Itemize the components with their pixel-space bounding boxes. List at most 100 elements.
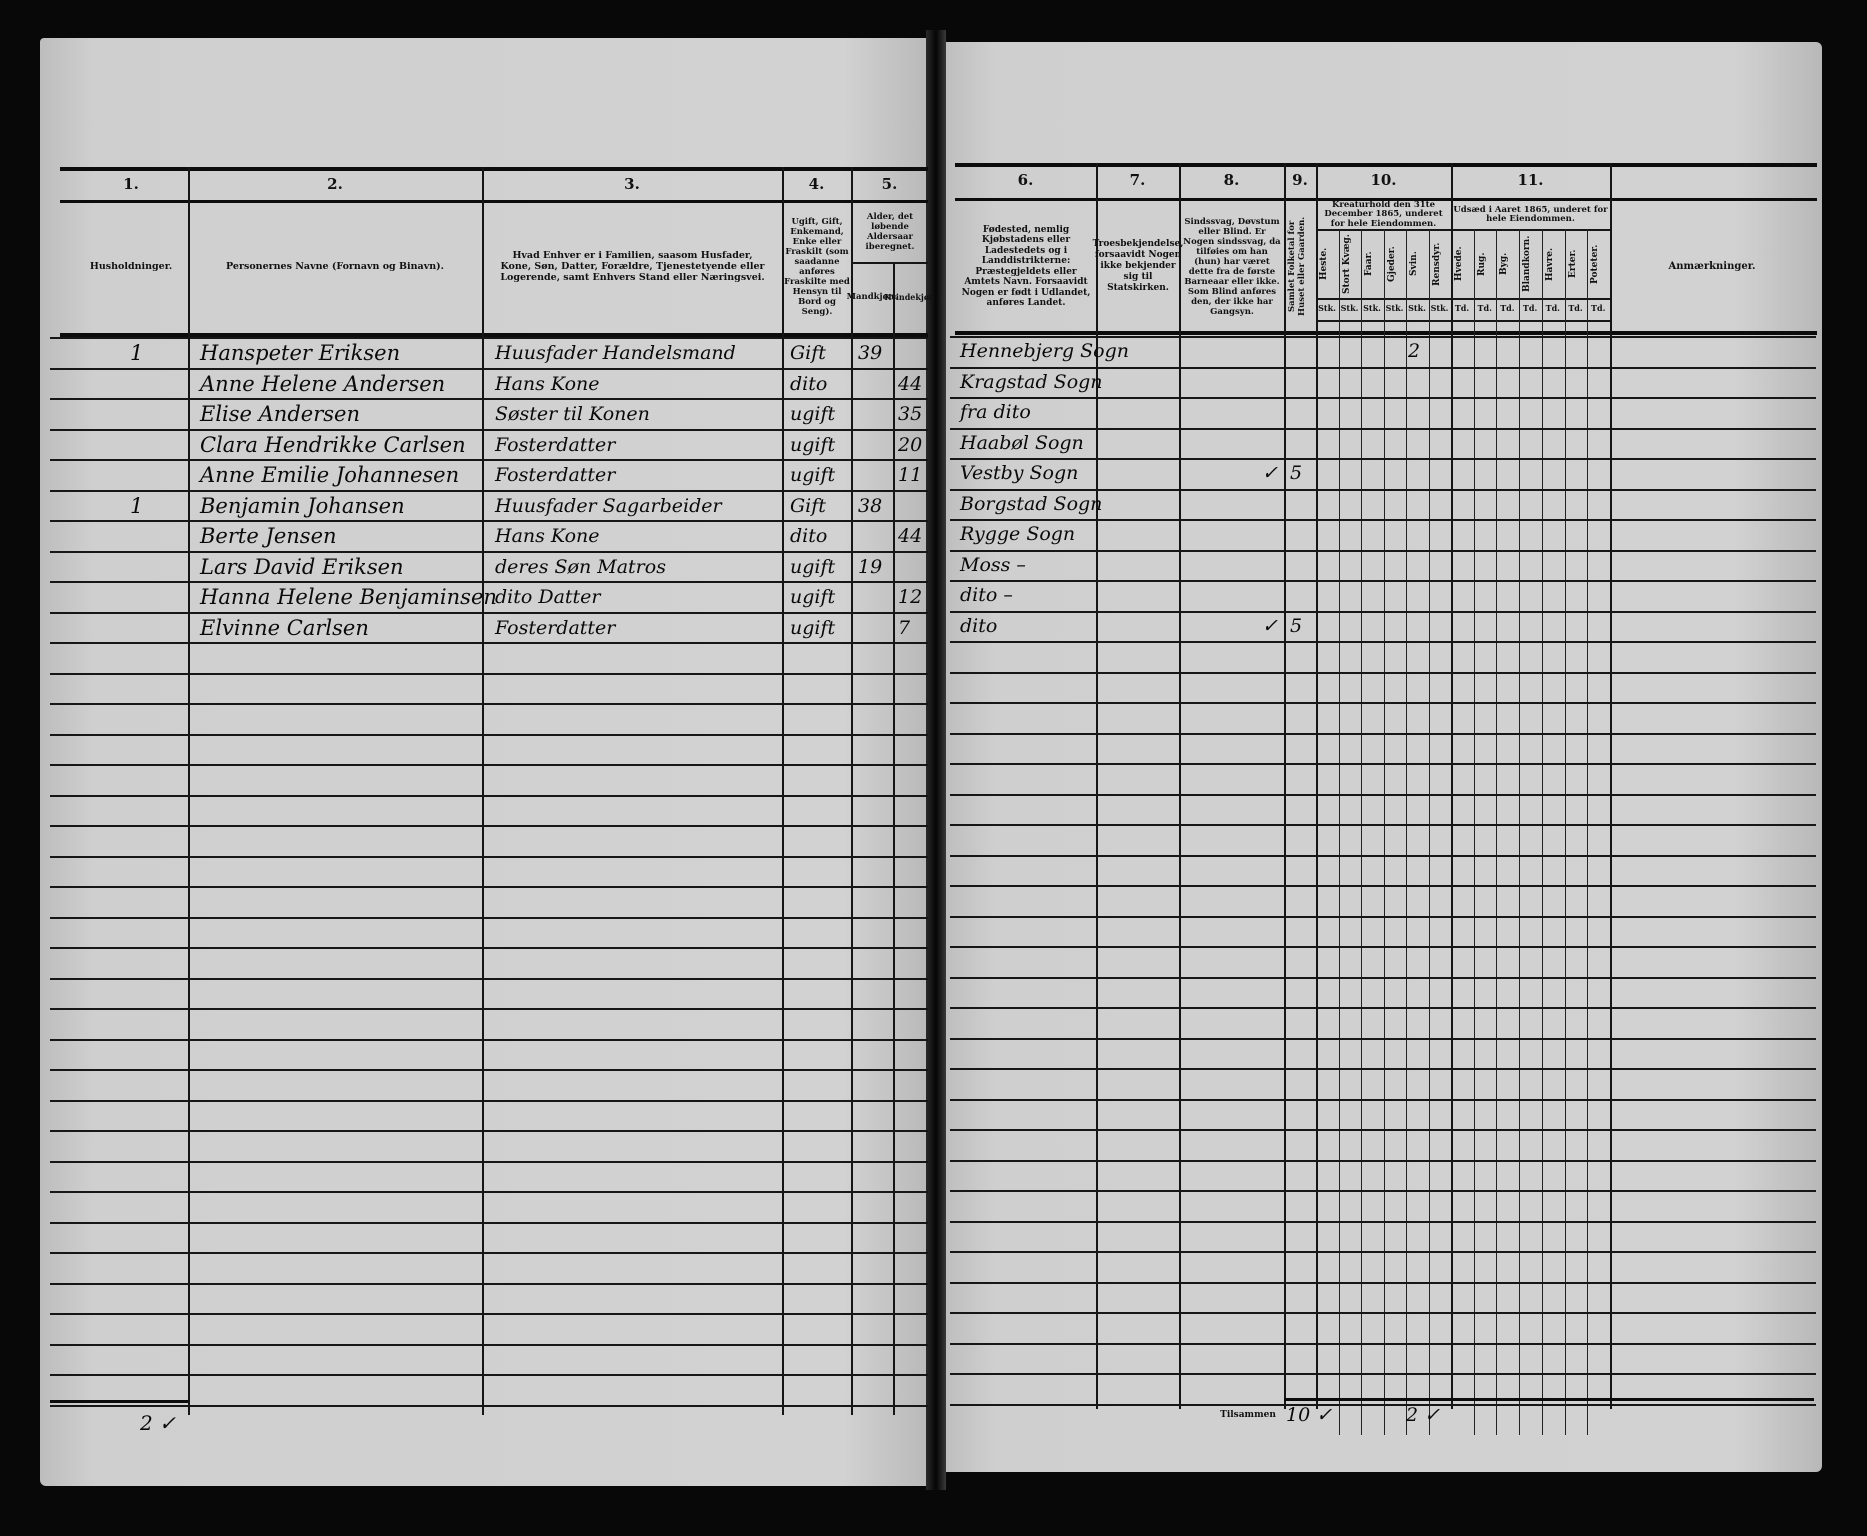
- row-line: [950, 671, 1816, 674]
- column-divider: [893, 262, 895, 1415]
- unit-label: Td.: [1545, 303, 1560, 313]
- row-line: [50, 367, 928, 370]
- right-page: [942, 42, 1822, 1472]
- row-line: [950, 915, 1816, 918]
- row-line: [50, 672, 928, 675]
- row-line: [950, 366, 1816, 369]
- family-position: Huusfader Handelsmand: [495, 342, 736, 364]
- family-position: Fosterdatter: [495, 616, 616, 639]
- column-divider: [482, 167, 484, 1415]
- row-line: [50, 1374, 928, 1376]
- birthplace: Haabøl Sogn: [960, 431, 1084, 454]
- rule: [851, 262, 928, 264]
- rule: [1316, 298, 1610, 300]
- header-livestock-col: Stort Kvæg.: [1341, 234, 1352, 294]
- row-line: [950, 885, 1816, 887]
- row-line: [50, 489, 928, 492]
- row-line: [950, 336, 1816, 338]
- birthplace: Borgstad Sogn: [960, 492, 1103, 515]
- row-line: [950, 1068, 1816, 1070]
- marital-status: ugift: [790, 555, 836, 578]
- header-livestock-col: Svin.: [1409, 251, 1419, 277]
- subcolumn-divider: [1496, 229, 1498, 1435]
- person-name: Elvinne Carlsen: [200, 615, 369, 640]
- row-line: [950, 1312, 1816, 1314]
- family-position: Fosterdatter: [495, 433, 616, 456]
- subcolumn-divider: [1519, 229, 1521, 1435]
- row-line: [950, 854, 1816, 857]
- column-number: 1.: [123, 175, 139, 193]
- rule: [1316, 320, 1610, 322]
- marital-status: Gift: [790, 342, 826, 364]
- family-position: Fosterdatter: [495, 464, 616, 486]
- household-number: 1: [130, 493, 144, 518]
- column-number: 5.: [881, 175, 898, 193]
- row-line: [950, 580, 1816, 582]
- row-line: [50, 916, 928, 919]
- header-age-male: Mandkjøn.: [846, 291, 898, 302]
- row-line: [50, 733, 928, 736]
- row-line: [950, 549, 1816, 552]
- column-divider: [1096, 163, 1098, 1409]
- total-population: 10 ✓: [1286, 1404, 1333, 1426]
- rule: [955, 163, 1817, 167]
- population-count: 5: [1290, 614, 1303, 637]
- header-population: Samlet Folketal for Huset eller Gaarden.: [1287, 216, 1307, 317]
- rule: [60, 200, 928, 203]
- marital-status: ugift: [790, 403, 836, 425]
- marital-status: ugift: [790, 464, 836, 486]
- birthplace: dito: [960, 614, 998, 637]
- population-count: 5: [1290, 462, 1303, 484]
- row-line: [950, 976, 1816, 979]
- unit-label: Td.: [1568, 303, 1583, 313]
- person-name: Hanna Helene Benjaminsen: [200, 585, 497, 609]
- header-sowing: Udsæd i Aaret 1865, underet for hele Eie…: [1453, 204, 1608, 224]
- birthplace: dito –: [960, 584, 1013, 606]
- column-number: 10.: [1370, 171, 1397, 189]
- disability-mark: ✓: [1262, 462, 1278, 484]
- row-line: [50, 1099, 928, 1102]
- row-line: [950, 824, 1816, 826]
- rule: [50, 1400, 188, 1403]
- column-number: 6.: [1017, 171, 1034, 189]
- birthplace: Moss –: [960, 553, 1026, 576]
- marital-status: dito: [790, 525, 828, 547]
- row-line: [950, 427, 1816, 430]
- row-line: [50, 550, 928, 553]
- header-livestock-col: Rensdyr.: [1431, 242, 1442, 286]
- row-line: [950, 763, 1816, 765]
- rule: [60, 333, 928, 337]
- row-line: [950, 1129, 1816, 1131]
- unit-label: Td.: [1522, 303, 1538, 313]
- row-line: [50, 825, 928, 827]
- row-line: [50, 1069, 928, 1071]
- household-total: 2 ✓: [140, 1411, 176, 1435]
- column-divider: [1179, 163, 1181, 1409]
- column-number: 3.: [624, 175, 640, 193]
- row-line: [50, 611, 928, 614]
- row-line: [950, 458, 1816, 460]
- age-female: 12: [898, 586, 923, 608]
- header-age-female: Kvindekjøn.: [884, 291, 938, 302]
- column-divider: [1316, 163, 1318, 1409]
- rule: [60, 167, 928, 171]
- header-religion: Troesbekjendelse, forsaavidt Nogen ikke …: [1092, 239, 1184, 293]
- row-line: [950, 1037, 1816, 1040]
- unit-label: Stk.: [1363, 303, 1381, 313]
- column-divider: [1610, 163, 1612, 1409]
- person-name: Anne Helene Andersen: [200, 371, 446, 396]
- family-position: Hans Kone: [495, 525, 600, 547]
- subcolumn-divider: [1338, 229, 1340, 1435]
- row-line: [950, 793, 1816, 796]
- row-line: [950, 1403, 1816, 1406]
- age-female: 7: [898, 616, 911, 639]
- marital-status: Gift: [790, 494, 826, 517]
- age-female: 35: [898, 403, 923, 425]
- header-marital: Ugift, Gift, Enkemand, Enke eller Fraski…: [784, 216, 850, 317]
- subcolumn-divider: [1564, 229, 1566, 1435]
- row-line: [950, 641, 1816, 643]
- subcolumn-divider: [1406, 229, 1407, 1435]
- row-line: [50, 398, 928, 400]
- unit-label: Stk.: [1385, 303, 1404, 313]
- age-female: 44: [898, 525, 923, 547]
